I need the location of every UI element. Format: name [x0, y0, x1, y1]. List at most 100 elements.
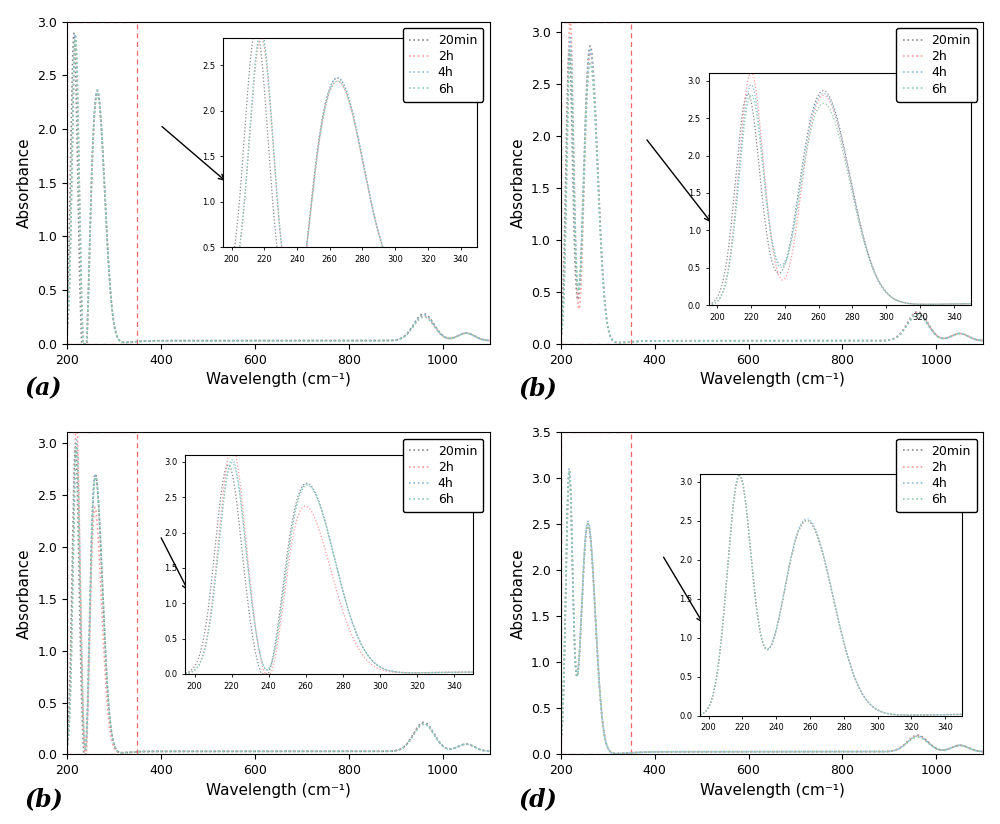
2h — [135, 336, 147, 346]
4h — [109, 325, 121, 335]
Line: 6h: 6h — [561, 51, 983, 343]
4h — [735, 747, 747, 756]
20min — [717, 747, 729, 756]
6h — [430, 324, 442, 334]
6h — [135, 747, 147, 756]
20min — [555, 328, 567, 338]
6h — [628, 747, 640, 757]
4h — [242, 747, 254, 756]
Text: (b): (b) — [518, 376, 557, 400]
20min — [135, 747, 147, 756]
Line: 20min: 20min — [561, 471, 983, 754]
4h — [717, 747, 729, 756]
20min — [109, 743, 121, 753]
4h — [969, 335, 981, 344]
2h — [563, 466, 575, 475]
20min — [924, 321, 936, 331]
Y-axis label: Absorbance: Absorbance — [510, 548, 525, 639]
Text: (a): (a) — [25, 376, 62, 400]
4h — [70, 435, 82, 445]
2h — [628, 747, 640, 757]
2h — [77, 339, 89, 349]
20min — [735, 336, 747, 346]
X-axis label: Wavelength (cm⁻¹): Wavelength (cm⁻¹) — [700, 783, 844, 798]
4h — [430, 323, 442, 333]
2h — [242, 747, 254, 756]
Text: (d): (d) — [518, 787, 557, 811]
6h — [977, 335, 989, 345]
20min — [476, 335, 488, 344]
20min — [223, 747, 235, 756]
20min — [717, 336, 729, 346]
Line: 20min: 20min — [67, 447, 490, 755]
20min — [76, 339, 88, 349]
Line: 2h: 2h — [67, 420, 490, 755]
6h — [717, 747, 729, 756]
2h — [564, 15, 576, 25]
4h — [603, 327, 615, 337]
20min — [628, 337, 640, 347]
6h — [61, 744, 73, 754]
6h — [977, 747, 989, 756]
6h — [135, 336, 147, 346]
6h — [476, 745, 488, 755]
6h — [613, 338, 625, 348]
4h — [135, 747, 147, 756]
6h — [484, 747, 496, 756]
2h — [735, 747, 747, 756]
20min — [969, 746, 981, 756]
2h — [242, 335, 254, 345]
20min — [223, 335, 235, 345]
Line: 4h: 4h — [67, 34, 490, 344]
2h — [969, 746, 981, 756]
6h — [109, 743, 121, 753]
20min — [135, 336, 147, 346]
4h — [924, 322, 936, 332]
4h — [977, 335, 989, 345]
Line: 6h: 6h — [67, 444, 490, 753]
6h — [611, 749, 623, 759]
2h — [735, 336, 747, 346]
6h — [924, 323, 936, 333]
4h — [135, 336, 147, 346]
2h — [717, 747, 729, 756]
6h — [223, 335, 235, 345]
4h — [476, 745, 488, 755]
20min — [109, 326, 121, 336]
20min — [70, 442, 82, 452]
20min — [484, 747, 496, 756]
6h — [555, 739, 567, 749]
6h — [70, 439, 82, 449]
Bar — [67, 433, 137, 755]
20min — [603, 327, 615, 337]
20min — [613, 338, 625, 348]
4h — [116, 748, 128, 758]
4h — [61, 328, 73, 338]
2h — [430, 733, 442, 742]
6h — [61, 328, 73, 338]
6h — [430, 733, 442, 743]
6h — [735, 336, 747, 346]
4h — [611, 749, 623, 759]
Bar — [561, 21, 631, 344]
2h — [61, 328, 73, 338]
4h — [628, 336, 640, 346]
2h — [223, 335, 235, 345]
Legend: 20min, 2h, 4h, 6h: 20min, 2h, 4h, 6h — [896, 28, 977, 102]
2h — [613, 338, 625, 348]
6h — [117, 748, 129, 758]
20min — [611, 749, 623, 759]
20min — [476, 745, 488, 755]
Legend: 20min, 2h, 4h, 6h: 20min, 2h, 4h, 6h — [403, 28, 483, 102]
X-axis label: Wavelength (cm⁻¹): Wavelength (cm⁻¹) — [206, 372, 351, 387]
4h — [77, 339, 89, 349]
Bar — [67, 21, 137, 344]
4h — [628, 747, 640, 757]
6h — [77, 339, 89, 349]
20min — [68, 28, 80, 38]
20min — [61, 307, 73, 317]
6h — [484, 335, 496, 345]
6h — [603, 328, 615, 338]
4h — [61, 744, 73, 754]
Line: 4h: 4h — [561, 38, 983, 343]
